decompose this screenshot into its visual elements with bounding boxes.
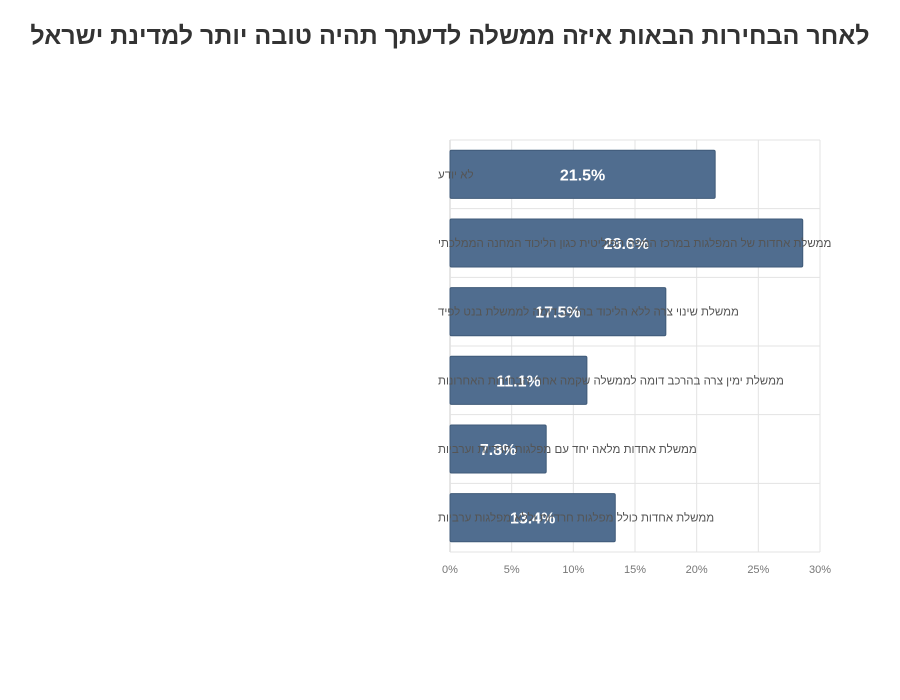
data-label: 21.5% xyxy=(560,167,605,184)
x-tick-label: 20% xyxy=(686,564,708,576)
bar xyxy=(449,355,588,405)
data-label: 28.6% xyxy=(604,236,649,253)
bar xyxy=(449,149,716,199)
x-tick-label: 5% xyxy=(504,564,520,576)
category-label: לא יודע xyxy=(438,168,474,181)
category-label: ממשלת אחדות מלאה יחד עם מפלגות חרדיות וע… xyxy=(438,443,697,456)
x-tick-label: 0% xyxy=(442,564,458,576)
x-tick-label: 30% xyxy=(809,564,831,576)
data-label: 11.1% xyxy=(496,373,540,390)
bar xyxy=(449,493,616,543)
category-label: ממשלת אחדות של המפלגות במרכז המפה הפוליט… xyxy=(438,237,831,250)
category-labels: לא יודע ממשלת אחדות של המפלגות במרכז המפה… xyxy=(438,168,831,524)
x-axis-ticks: 0% 5% 10% 15% 20% 25% 30% xyxy=(442,564,831,576)
chart-title: לאחר הבחירות הבאות איזה ממשלה לדעתך תהיה… xyxy=(30,22,870,50)
x-tick-label: 25% xyxy=(747,564,769,576)
category-label: ממשלת אחדות כולל מפלגות חרדיות וללא מפלג… xyxy=(438,512,714,525)
data-label: 17.5% xyxy=(535,305,580,322)
data-label: 13.4% xyxy=(510,511,555,528)
bar xyxy=(449,218,804,268)
bar xyxy=(449,287,667,337)
bar xyxy=(449,424,547,474)
category-label: ממשלת שינוי צרה ללא הליכוד בהרכב דומה למ… xyxy=(438,306,739,319)
data-label: 7.8% xyxy=(480,442,516,459)
grid-lines xyxy=(449,139,821,553)
x-tick-label: 15% xyxy=(624,564,646,576)
category-label: ממשלת ימין צרה בהרכב דומה לממשלה שקמה אח… xyxy=(438,374,784,387)
x-tick-label: 10% xyxy=(562,564,584,576)
bars: 21.5% 28.6% 17.5% 11.1% 7.8% 13.4% xyxy=(449,149,804,543)
